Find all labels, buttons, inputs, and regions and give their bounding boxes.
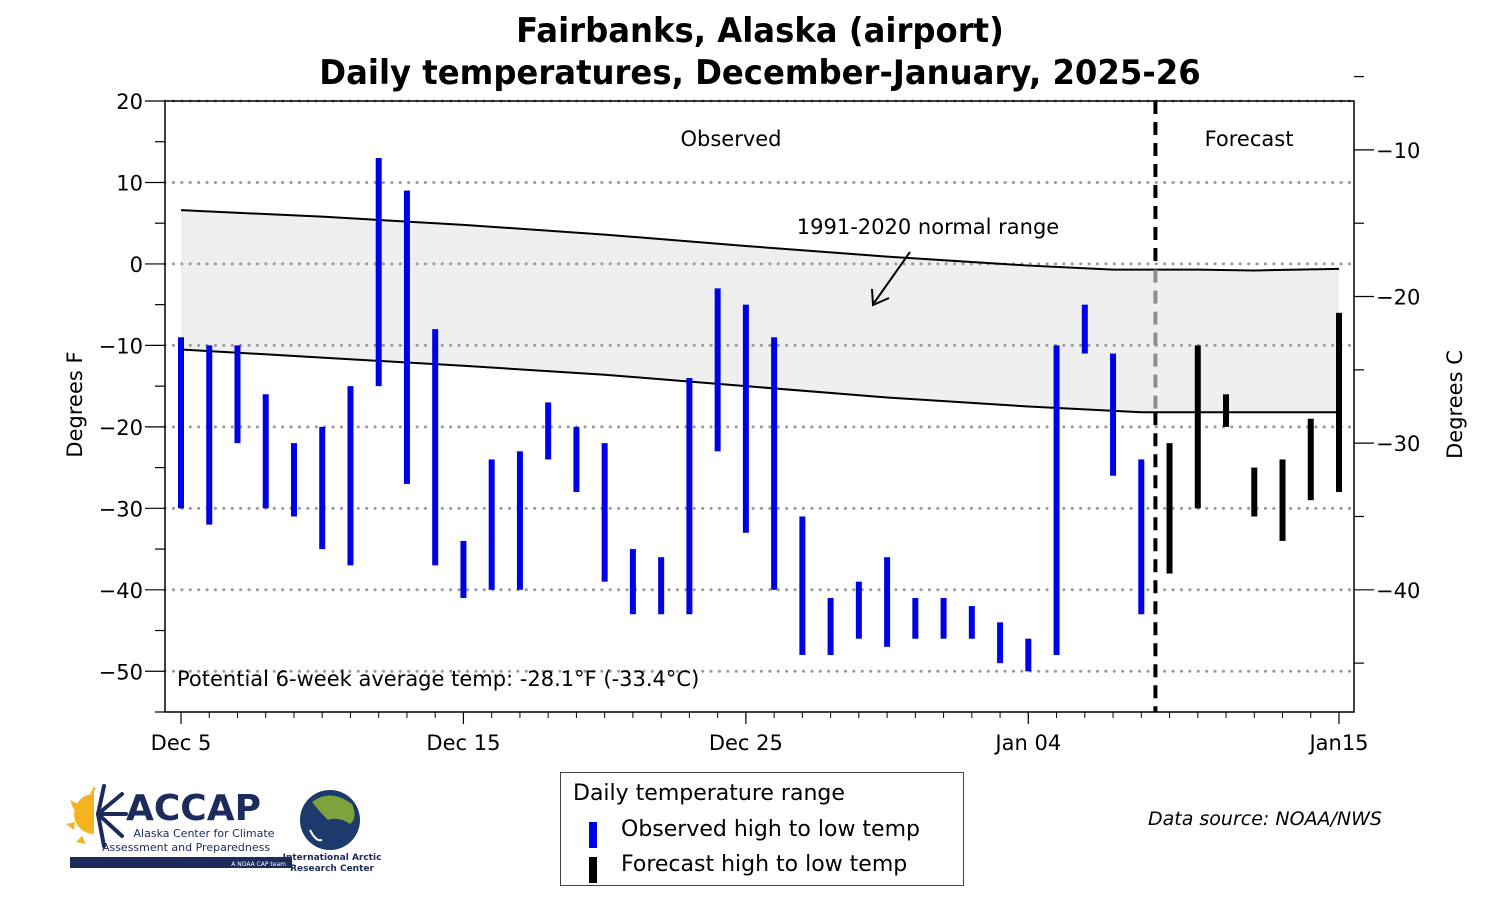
normal-low-line <box>180 348 1339 414</box>
x-tick-label: Jan 04 <box>993 731 1061 755</box>
observed-bar <box>1053 345 1060 655</box>
sun-snowflake-icon <box>66 784 128 848</box>
normal-range-label: 1991-2020 normal range <box>797 215 1059 239</box>
observed-bar <box>658 557 665 615</box>
x-tick-label: Jan15 <box>1307 731 1368 755</box>
accap-name: ACCAP <box>126 788 261 829</box>
globe-icon <box>300 790 360 850</box>
observed-bar <box>347 386 354 566</box>
y-right-tick-label: −30 <box>1376 432 1420 456</box>
y-right-tick-label: −20 <box>1376 286 1420 310</box>
legend-label-observed: Observed high to low temp <box>621 817 920 842</box>
observed-bar <box>799 516 806 655</box>
observed-bar <box>855 581 862 639</box>
legend-title: Daily temperature range <box>573 781 845 806</box>
x-tick-label: Dec 15 <box>426 731 500 755</box>
accap-line1: Alaska Center for Climate <box>134 827 275 840</box>
forecast-bar <box>1279 459 1286 541</box>
chart-title: Fairbanks, Alaska (airport) <box>516 11 1004 51</box>
data-source: Data source: NOAA/NWS <box>1148 808 1382 830</box>
arrowhead-icon <box>871 288 890 307</box>
plot-frame <box>164 100 1355 713</box>
observed-bar <box>234 345 241 444</box>
observed-section-label: Observed <box>680 127 781 151</box>
accap-banner <box>70 857 292 868</box>
observed-bar <box>432 329 439 566</box>
forecast-bar <box>1166 443 1173 574</box>
x-tick-label: Dec 25 <box>709 731 783 755</box>
chart-subtitle: Daily temperatures, December-January, 20… <box>319 53 1201 93</box>
y-axis-label: Degrees F <box>63 351 87 457</box>
observed-bar <box>545 402 552 460</box>
y-right-tick-label: −10 <box>1376 139 1420 163</box>
y-tick-label: −40 <box>99 579 143 603</box>
observed-bar <box>1081 304 1088 354</box>
y-right-tick-label: −40 <box>1376 579 1420 603</box>
observed-bar <box>375 158 382 387</box>
forecast-section-label: Forecast <box>1205 127 1294 151</box>
observed-bar <box>884 557 891 647</box>
y-tick-label: 0 <box>130 253 143 277</box>
observed-bar <box>1025 638 1032 672</box>
observed-bar <box>997 622 1004 664</box>
average-temp-annotation: Potential 6-week average temp: -28.1°F (… <box>177 667 699 691</box>
observed-bar <box>940 597 947 639</box>
legend-swatch-forecast <box>589 857 597 883</box>
observed-bar <box>968 606 975 639</box>
legend-swatch-observed <box>589 822 597 848</box>
y-tick-label: 10 <box>116 171 143 195</box>
forecast-bar <box>1223 394 1230 427</box>
legend: Daily temperature range Observed high to… <box>560 772 964 886</box>
observed-bar <box>403 190 410 484</box>
normal-range-fill <box>181 210 1339 413</box>
observed-bar <box>686 377 693 615</box>
chart-title-block: Fairbanks, Alaska (airport) Daily temper… <box>0 10 1500 94</box>
forecast-bar <box>1307 418 1314 501</box>
observed-bar <box>319 426 326 550</box>
y-tick-label: 20 <box>116 90 143 114</box>
accap-line2: Assessment and Preparedness <box>102 841 270 854</box>
accap-iarc-logo: A NOAA CAP team ACCAP Alaska Center for … <box>60 780 390 875</box>
y-right-axis-label: Degrees C <box>1443 350 1467 459</box>
observed-bar <box>488 459 495 590</box>
observed-bar <box>827 597 834 655</box>
observed-bar <box>771 337 778 590</box>
observed-bar <box>460 540 467 598</box>
observed-bar <box>1110 353 1117 476</box>
legend-label-forecast: Forecast high to low temp <box>621 852 908 877</box>
y-tick-label: −20 <box>99 416 143 440</box>
observed-bar <box>178 337 184 509</box>
forecast-bar <box>1251 467 1258 517</box>
observed-bar <box>516 451 523 590</box>
y-tick-label: −30 <box>99 497 143 521</box>
normal-high-line <box>180 209 1340 272</box>
y-tick-label: −50 <box>99 660 143 684</box>
x-tick-label: Dec 5 <box>151 731 212 755</box>
observed-bar <box>912 597 919 639</box>
accap-tag: A NOAA CAP team <box>231 861 286 868</box>
forecast-bar <box>1194 345 1201 509</box>
observed-bar <box>629 549 636 615</box>
observed-bar <box>714 288 721 452</box>
observed-bar <box>742 304 749 533</box>
observed-bar <box>206 345 213 525</box>
observed-bar <box>262 394 269 509</box>
normal-range-arrow-icon <box>873 251 911 304</box>
observed-bar <box>1138 459 1145 615</box>
y-tick-label: −10 <box>99 334 143 358</box>
observed-bar <box>573 426 580 493</box>
observed-bar <box>290 443 297 517</box>
iarc-line2: Research Center <box>290 864 374 874</box>
observed-bar <box>601 443 608 582</box>
iarc-line1: International Arctic <box>283 853 382 863</box>
forecast-bar <box>1336 312 1342 493</box>
